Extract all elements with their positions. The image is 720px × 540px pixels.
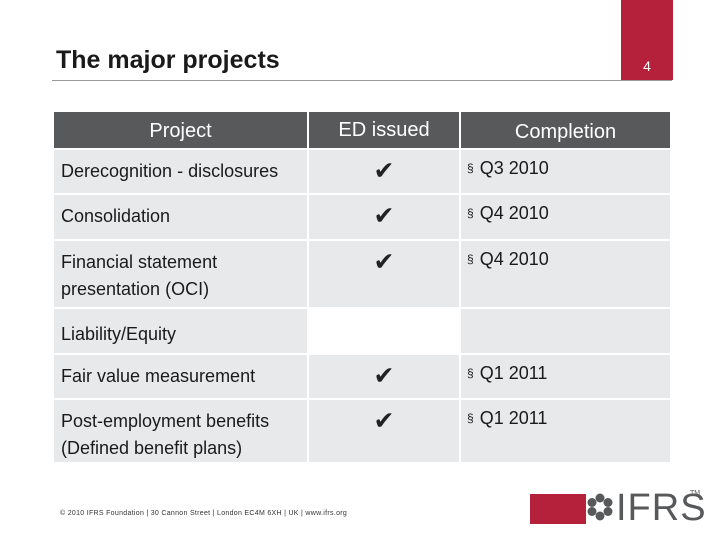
table-header-row: Project ED issued Completion: [52, 110, 672, 150]
header-completion: Completion: [459, 110, 672, 150]
bullet-icon: §: [467, 366, 474, 380]
bullet-icon: §: [467, 252, 474, 266]
check-icon: ✔: [307, 193, 461, 241]
ed-issued-empty: [307, 307, 461, 355]
check-icon: ✔: [307, 353, 461, 400]
completion-cell: § Q4 2010: [459, 239, 672, 309]
project-name: Consolidation: [52, 193, 309, 241]
header-ed-issued: ED issued: [307, 110, 461, 150]
project-name: Liability/Equity: [52, 307, 309, 355]
project-name: Fair value measurement: [52, 353, 309, 400]
completion-date: Q4 2010: [479, 203, 549, 223]
logo-wordmark: IFRS: [616, 487, 707, 529]
bullet-icon: §: [467, 411, 474, 425]
logo-trademark: TM: [690, 490, 701, 497]
completion-date: Q4 2010: [479, 249, 549, 269]
check-icon: ✔: [307, 398, 461, 464]
table-row: Liability/Equity: [52, 307, 672, 355]
table-row: Fair value measurement ✔ § Q1 2011: [52, 353, 672, 400]
table-row: Financial statement presentation (OCI) ✔…: [52, 239, 672, 309]
project-name: Derecognition - disclosures: [52, 148, 309, 195]
completion-empty: [459, 307, 672, 355]
bullet-icon: §: [467, 206, 474, 220]
completion-date: Q3 2010: [479, 158, 549, 178]
footer-copyright: © 2010 IFRS Foundation | 30 Cannon Stree…: [60, 510, 348, 517]
project-name: Post-employment benefits (Defined benefi…: [52, 398, 309, 464]
slide-title: The major projects: [56, 46, 280, 74]
page-number-tab: 4: [621, 0, 673, 80]
table-row: Derecognition - disclosures ✔ § Q3 2010: [52, 148, 672, 195]
flower-icon: [587, 493, 613, 521]
project-name: Financial statement presentation (OCI): [52, 239, 309, 309]
completion-cell: § Q1 2011: [459, 353, 672, 400]
page-number: 4: [643, 58, 651, 74]
logo-red-block: [530, 494, 586, 524]
title-divider: [52, 80, 672, 81]
completion-cell: § Q1 2011: [459, 398, 672, 464]
check-icon: ✔: [307, 148, 461, 195]
table-row: Post-employment benefits (Defined benefi…: [52, 398, 672, 464]
projects-table: Project ED issued Completion Derecogniti…: [52, 110, 672, 464]
table-row: Consolidation ✔ § Q4 2010: [52, 193, 672, 241]
completion-date: Q1 2011: [479, 363, 548, 383]
completion-cell: § Q3 2010: [459, 148, 672, 195]
check-icon: ✔: [307, 239, 461, 309]
ifrs-logo: IFRS TM: [530, 488, 706, 528]
header-project: Project: [52, 110, 309, 150]
completion-date: Q1 2011: [479, 408, 548, 428]
completion-cell: § Q4 2010: [459, 193, 672, 241]
bullet-icon: §: [467, 161, 474, 175]
